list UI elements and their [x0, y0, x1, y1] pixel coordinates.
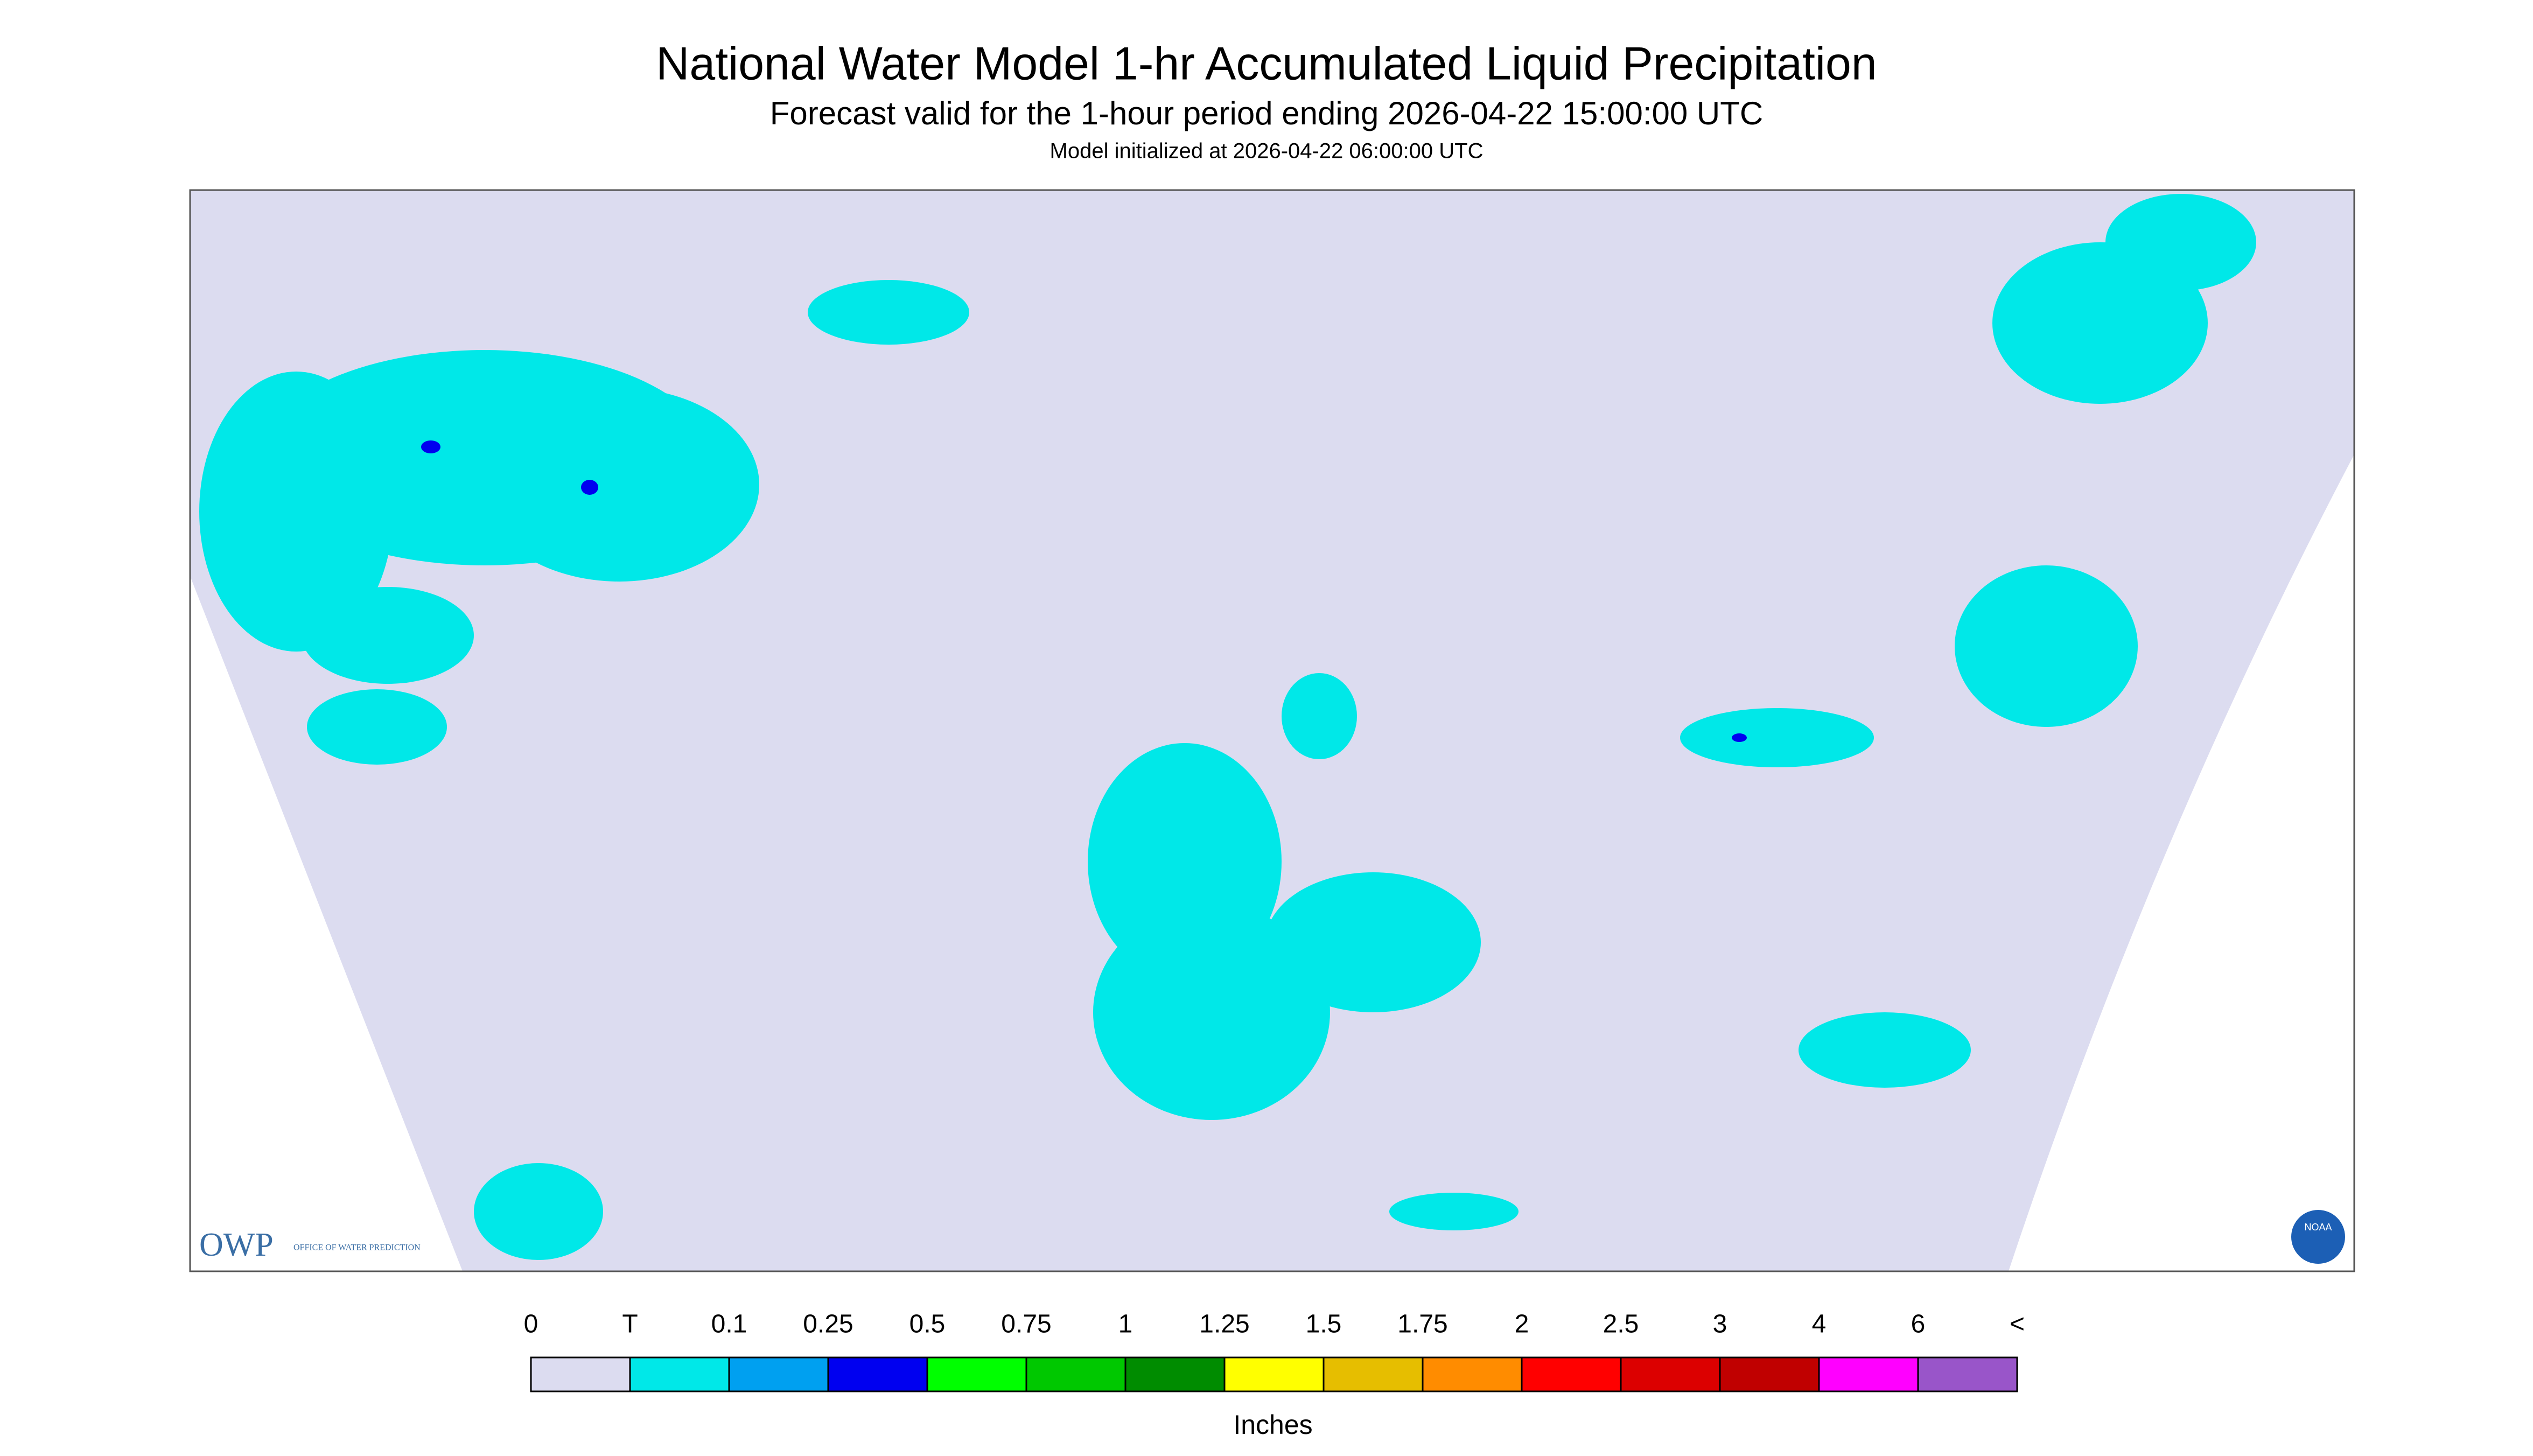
precip-areas — [199, 194, 2256, 1260]
agency-logo — [2291, 1210, 2345, 1264]
agency-name: NOAA — [2304, 1222, 2332, 1233]
precip-heavy — [421, 440, 1747, 742]
title: National Water Model 1-hr Accumulated Li… — [656, 38, 1877, 90]
legend-label: T — [622, 1310, 638, 1339]
map: OWP OFFICE OF WATER PREDICTION NOAA — [189, 189, 2355, 1272]
legend-label: 1.5 — [1306, 1310, 1342, 1339]
subtitle: Forecast valid for the 1-hour period end… — [770, 95, 1763, 131]
logo-abbr: OWP — [199, 1227, 274, 1263]
init-time: Model initialized at 2026-04-22 06:00:00… — [1050, 139, 1484, 163]
legend-label: 2.5 — [1603, 1310, 1639, 1339]
legend-swatch — [629, 1356, 730, 1392]
legend-label: 1 — [1118, 1310, 1133, 1339]
map-edge — [190, 576, 463, 1271]
legend-swatch — [1620, 1356, 1721, 1392]
legend-swatch — [1323, 1356, 1424, 1392]
legend-swatch — [926, 1356, 1027, 1392]
legend-swatch — [1025, 1356, 1126, 1392]
legend-swatch — [1521, 1356, 1622, 1392]
legend-swatch — [530, 1356, 631, 1392]
legend-swatch — [1124, 1356, 1226, 1392]
legend-label: 1.25 — [1199, 1310, 1249, 1339]
legend-swatch — [1917, 1356, 2018, 1392]
legend-label: 1.75 — [1397, 1310, 1447, 1339]
legend-label: 4 — [1812, 1310, 1827, 1339]
legend-label: 3 — [1713, 1310, 1727, 1339]
legend-label: 0.5 — [909, 1310, 946, 1339]
legend-swatch — [1818, 1356, 1919, 1392]
legend-swatch — [827, 1356, 928, 1392]
legend-label: 0.75 — [1001, 1310, 1051, 1339]
legend-label: 0.1 — [711, 1310, 747, 1339]
legend-swatch — [728, 1356, 829, 1392]
legend-label: 0 — [524, 1310, 538, 1339]
map-edge — [2009, 454, 2354, 1271]
legend: 0 T 0.1 0.25 0.5 0.75 1 1.25 1.5 1.75 2 2.5 3 4 6 < — [524, 1310, 2025, 1392]
legend-swatch — [1223, 1356, 1325, 1392]
legend-label: 6 — [1911, 1310, 1926, 1339]
legend-label: < — [2010, 1310, 2025, 1339]
legend-unit: Inches — [1233, 1410, 1312, 1440]
logo-text: OFFICE OF WATER PREDICTION — [293, 1243, 421, 1252]
legend-label: 0.25 — [803, 1310, 853, 1339]
legend-swatch — [1422, 1356, 1523, 1392]
map-frame — [189, 189, 2355, 1272]
legend-swatch — [1719, 1356, 1820, 1392]
legend-label: 2 — [1515, 1310, 1529, 1339]
